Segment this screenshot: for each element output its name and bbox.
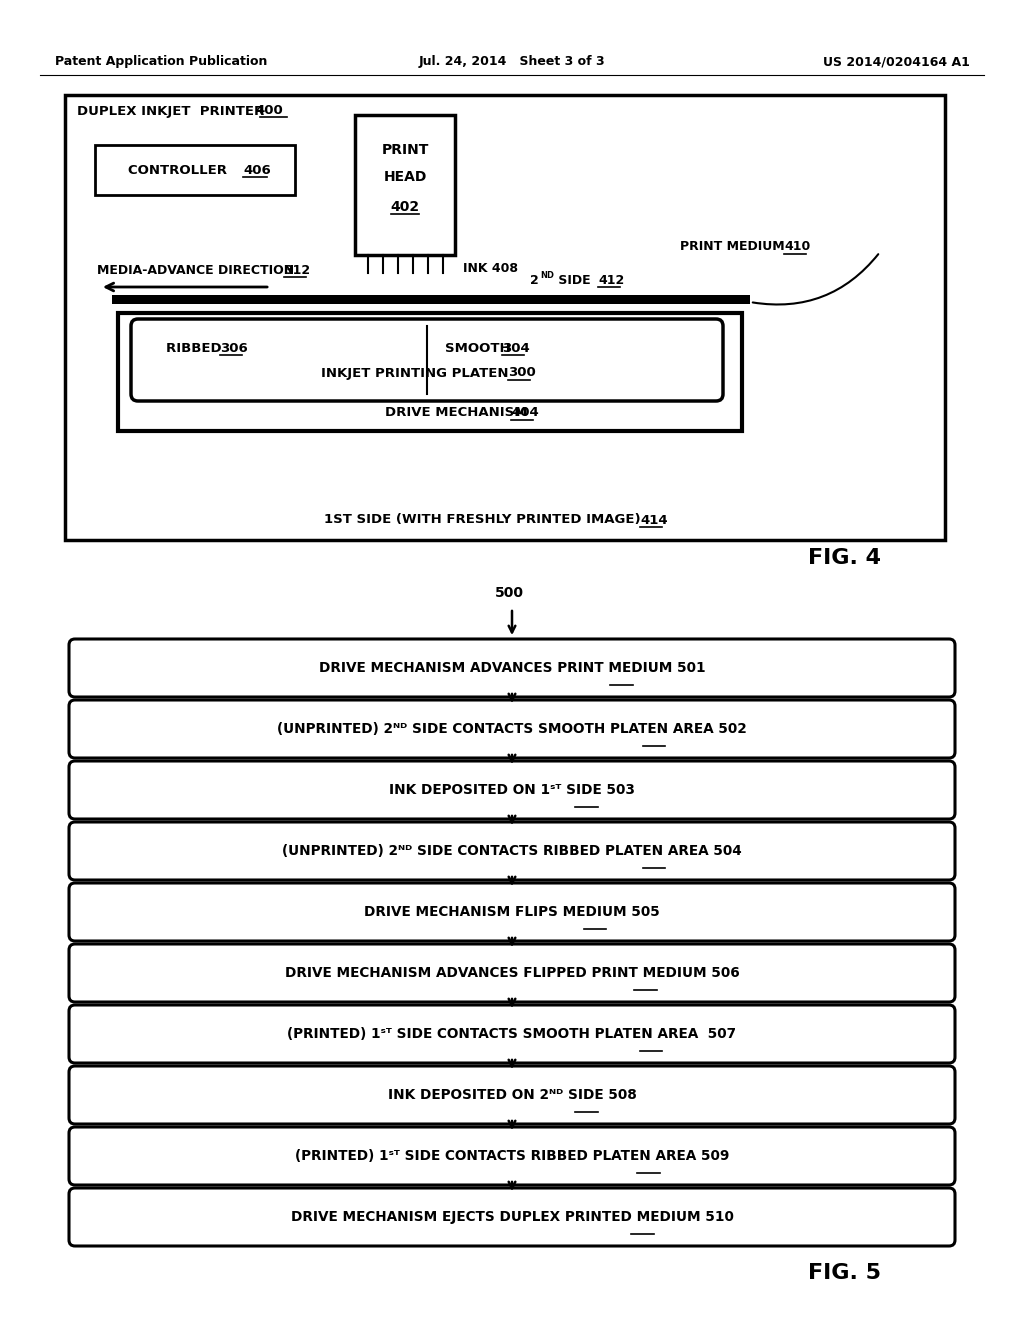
FancyBboxPatch shape xyxy=(69,1005,955,1063)
Text: 306: 306 xyxy=(220,342,248,355)
Text: CONTROLLER: CONTROLLER xyxy=(128,164,231,177)
Text: SIDE: SIDE xyxy=(554,273,595,286)
FancyBboxPatch shape xyxy=(69,944,955,1002)
Text: PRINT MEDIUM: PRINT MEDIUM xyxy=(680,240,790,253)
FancyBboxPatch shape xyxy=(118,313,742,432)
Text: DRIVE MECHANISM EJECTS DUPLEX PRINTED MEDIUM 510: DRIVE MECHANISM EJECTS DUPLEX PRINTED ME… xyxy=(291,1210,733,1224)
Text: DRIVE MECHANISM ADVANCES FLIPPED PRINT MEDIUM 506: DRIVE MECHANISM ADVANCES FLIPPED PRINT M… xyxy=(285,966,739,979)
Text: (UNPRINTED) 2ᴺᴰ SIDE CONTACTS RIBBED PLATEN AREA 504: (UNPRINTED) 2ᴺᴰ SIDE CONTACTS RIBBED PLA… xyxy=(283,843,741,858)
Text: INK 408: INK 408 xyxy=(463,263,518,276)
Text: FIG. 4: FIG. 4 xyxy=(808,548,881,568)
Text: 404: 404 xyxy=(511,407,539,420)
FancyBboxPatch shape xyxy=(69,883,955,941)
FancyBboxPatch shape xyxy=(69,1188,955,1246)
FancyBboxPatch shape xyxy=(69,1067,955,1125)
FancyBboxPatch shape xyxy=(355,115,455,255)
FancyBboxPatch shape xyxy=(69,762,955,818)
Text: DUPLEX INKJET  PRINTER: DUPLEX INKJET PRINTER xyxy=(77,104,269,117)
Text: HEAD: HEAD xyxy=(383,170,427,183)
FancyBboxPatch shape xyxy=(69,639,955,697)
Text: US 2014/0204164 A1: US 2014/0204164 A1 xyxy=(823,55,970,69)
FancyBboxPatch shape xyxy=(69,822,955,880)
Text: 402: 402 xyxy=(390,201,420,214)
Text: 410: 410 xyxy=(784,240,810,253)
FancyBboxPatch shape xyxy=(69,700,955,758)
Text: Patent Application Publication: Patent Application Publication xyxy=(55,55,267,69)
Text: 300: 300 xyxy=(508,367,536,380)
Text: 304: 304 xyxy=(502,342,529,355)
Text: DRIVE MECHANISM FLIPS MEDIUM 505: DRIVE MECHANISM FLIPS MEDIUM 505 xyxy=(365,906,659,919)
Text: 2: 2 xyxy=(530,273,539,286)
Text: FIG. 5: FIG. 5 xyxy=(808,1263,881,1283)
Text: 1ST SIDE (WITH FRESHLY PRINTED IMAGE): 1ST SIDE (WITH FRESHLY PRINTED IMAGE) xyxy=(325,513,645,527)
Text: Jul. 24, 2014   Sheet 3 of 3: Jul. 24, 2014 Sheet 3 of 3 xyxy=(419,55,605,69)
Text: 312: 312 xyxy=(284,264,310,276)
Text: INKJET PRINTING PLATEN: INKJET PRINTING PLATEN xyxy=(321,367,513,380)
Text: (UNPRINTED) 2ᴺᴰ SIDE CONTACTS SMOOTH PLATEN AREA 502: (UNPRINTED) 2ᴺᴰ SIDE CONTACTS SMOOTH PLA… xyxy=(278,722,746,737)
Text: ND: ND xyxy=(540,271,554,280)
Text: MEDIA-ADVANCE DIRECTION: MEDIA-ADVANCE DIRECTION xyxy=(97,264,299,276)
Text: 414: 414 xyxy=(640,513,668,527)
Text: PRINT: PRINT xyxy=(381,143,429,157)
Text: 406: 406 xyxy=(243,164,270,177)
FancyBboxPatch shape xyxy=(95,145,295,195)
Text: DRIVE MECHANISM ADVANCES PRINT MEDIUM 501: DRIVE MECHANISM ADVANCES PRINT MEDIUM 50… xyxy=(318,661,706,675)
Text: (PRINTED) 1ˢᵀ SIDE CONTACTS RIBBED PLATEN AREA 509: (PRINTED) 1ˢᵀ SIDE CONTACTS RIBBED PLATE… xyxy=(295,1148,729,1163)
FancyBboxPatch shape xyxy=(131,319,723,401)
Text: INK DEPOSITED ON 2ᴺᴰ SIDE 508: INK DEPOSITED ON 2ᴺᴰ SIDE 508 xyxy=(387,1088,637,1102)
Text: 500: 500 xyxy=(495,586,524,601)
Text: 412: 412 xyxy=(598,273,625,286)
FancyBboxPatch shape xyxy=(65,95,945,540)
Text: DRIVE MECHANISM: DRIVE MECHANISM xyxy=(385,407,532,420)
Text: INK DEPOSITED ON 1ˢᵀ SIDE 503: INK DEPOSITED ON 1ˢᵀ SIDE 503 xyxy=(389,783,635,797)
FancyBboxPatch shape xyxy=(69,1127,955,1185)
Text: 400: 400 xyxy=(255,104,283,117)
Text: SMOOTH: SMOOTH xyxy=(445,342,515,355)
Text: (PRINTED) 1ˢᵀ SIDE CONTACTS SMOOTH PLATEN AREA  507: (PRINTED) 1ˢᵀ SIDE CONTACTS SMOOTH PLATE… xyxy=(288,1027,736,1041)
Text: RIBBED: RIBBED xyxy=(166,342,226,355)
FancyBboxPatch shape xyxy=(112,294,750,304)
